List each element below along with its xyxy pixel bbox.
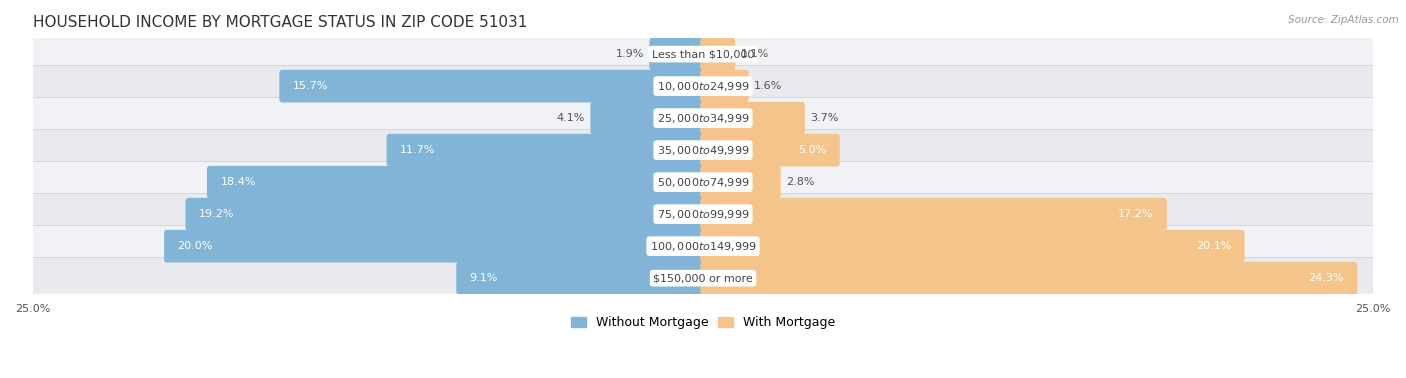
Text: 11.7%: 11.7% [401,145,436,155]
FancyBboxPatch shape [280,70,706,102]
Text: 1.1%: 1.1% [741,49,769,59]
FancyBboxPatch shape [700,70,748,102]
Text: 19.2%: 19.2% [198,209,235,219]
Text: 9.1%: 9.1% [470,273,498,283]
Text: 20.0%: 20.0% [177,241,212,251]
FancyBboxPatch shape [165,230,706,262]
FancyBboxPatch shape [700,198,1167,231]
Text: 2.8%: 2.8% [786,177,814,187]
Text: 3.7%: 3.7% [810,113,838,123]
FancyBboxPatch shape [700,262,1357,294]
Text: 4.1%: 4.1% [557,113,585,123]
Text: $10,000 to $24,999: $10,000 to $24,999 [657,80,749,93]
Text: 5.0%: 5.0% [799,145,827,155]
FancyBboxPatch shape [15,225,1391,267]
FancyBboxPatch shape [15,65,1391,107]
FancyBboxPatch shape [15,257,1391,299]
Text: $75,000 to $99,999: $75,000 to $99,999 [657,208,749,221]
Text: 18.4%: 18.4% [221,177,256,187]
Text: $100,000 to $149,999: $100,000 to $149,999 [650,240,756,253]
FancyBboxPatch shape [591,102,706,135]
Text: $25,000 to $34,999: $25,000 to $34,999 [657,112,749,125]
Text: 1.6%: 1.6% [754,81,782,91]
FancyBboxPatch shape [387,134,706,166]
Text: HOUSEHOLD INCOME BY MORTGAGE STATUS IN ZIP CODE 51031: HOUSEHOLD INCOME BY MORTGAGE STATUS IN Z… [32,15,527,30]
Text: $50,000 to $74,999: $50,000 to $74,999 [657,176,749,189]
Text: $35,000 to $49,999: $35,000 to $49,999 [657,144,749,156]
Text: Source: ZipAtlas.com: Source: ZipAtlas.com [1288,15,1399,25]
FancyBboxPatch shape [700,166,780,198]
FancyBboxPatch shape [700,102,804,135]
Text: 24.3%: 24.3% [1309,273,1344,283]
FancyBboxPatch shape [650,38,706,70]
Text: 20.1%: 20.1% [1197,241,1232,251]
Legend: Without Mortgage, With Mortgage: Without Mortgage, With Mortgage [565,311,841,334]
FancyBboxPatch shape [15,129,1391,171]
Text: Less than $10,000: Less than $10,000 [652,49,754,59]
FancyBboxPatch shape [15,97,1391,139]
FancyBboxPatch shape [457,262,706,294]
FancyBboxPatch shape [700,230,1244,262]
FancyBboxPatch shape [186,198,706,231]
FancyBboxPatch shape [207,166,706,198]
FancyBboxPatch shape [700,134,839,166]
FancyBboxPatch shape [700,38,735,70]
Text: 1.9%: 1.9% [616,49,644,59]
FancyBboxPatch shape [15,33,1391,75]
FancyBboxPatch shape [15,194,1391,235]
Text: 17.2%: 17.2% [1118,209,1153,219]
FancyBboxPatch shape [15,161,1391,203]
Text: $150,000 or more: $150,000 or more [654,273,752,283]
Text: 15.7%: 15.7% [292,81,328,91]
